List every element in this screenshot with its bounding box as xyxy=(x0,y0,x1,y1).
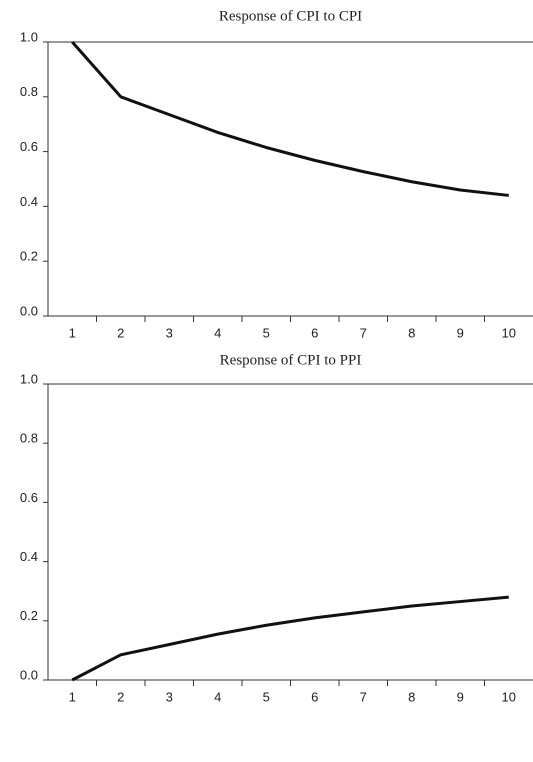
x-tick-label: 10 xyxy=(502,689,516,704)
y-tick-label: 0.0 xyxy=(20,667,38,682)
y-tick-label: 0.6 xyxy=(20,139,38,154)
x-tick-label: 4 xyxy=(214,689,221,704)
y-tick-label: 1.0 xyxy=(20,371,38,386)
line-series xyxy=(71,41,509,197)
x-tick-label: 5 xyxy=(263,689,270,704)
x-tick-label: 1 xyxy=(69,689,76,704)
y-tick-label: 0.4 xyxy=(20,549,38,564)
x-tick-label: 8 xyxy=(408,325,415,340)
y-tick-label: 0.8 xyxy=(20,84,38,99)
y-tick-label: 1.0 xyxy=(20,29,38,44)
x-tick-label: 9 xyxy=(457,325,464,340)
y-tick-label: 0.2 xyxy=(20,249,38,264)
x-tick-label: 9 xyxy=(457,689,464,704)
x-tick-label: 4 xyxy=(214,325,221,340)
x-tick-label: 7 xyxy=(360,689,367,704)
x-tick-label: 6 xyxy=(311,689,318,704)
x-tick-label: 6 xyxy=(311,325,318,340)
chart-title: Response of CPI to PPI xyxy=(220,352,362,368)
x-tick-label: 3 xyxy=(166,325,173,340)
chart-title: Response of CPI to CPI xyxy=(219,8,362,24)
y-tick-label: 0.4 xyxy=(20,194,38,209)
x-tick-label: 2 xyxy=(117,689,124,704)
x-tick-label: 1 xyxy=(69,325,76,340)
y-tick-label: 0.2 xyxy=(20,608,38,623)
x-tick-label: 3 xyxy=(166,689,173,704)
x-tick-label: 10 xyxy=(502,325,516,340)
y-tick-label: 0.6 xyxy=(20,490,38,505)
x-tick-label: 8 xyxy=(408,689,415,704)
line-series xyxy=(71,595,509,682)
y-tick-label: 0.0 xyxy=(20,303,38,318)
y-tick-label: 0.8 xyxy=(20,431,38,446)
x-tick-label: 5 xyxy=(263,325,270,340)
x-tick-label: 2 xyxy=(117,325,124,340)
x-tick-label: 7 xyxy=(360,325,367,340)
